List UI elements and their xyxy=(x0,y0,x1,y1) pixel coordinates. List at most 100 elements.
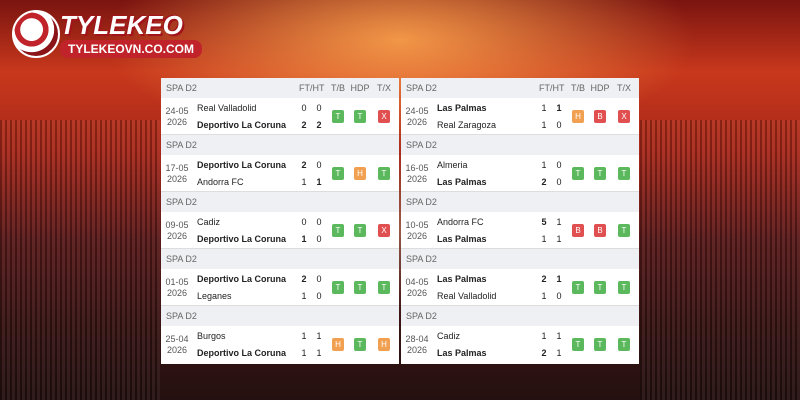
match-date: 16-05 xyxy=(405,163,429,173)
score-ft: 1 xyxy=(301,177,307,187)
match-date: 25-04 xyxy=(165,334,189,344)
result-badge: H xyxy=(378,338,390,351)
result-badge: T xyxy=(594,167,606,180)
result-badge: T xyxy=(332,224,344,237)
team-name: Real Zaragoza xyxy=(437,120,497,130)
result-badge: T xyxy=(378,167,390,180)
match-date: 09-05 xyxy=(165,220,189,230)
result-badge: H xyxy=(354,167,366,180)
logo-ball xyxy=(12,10,60,58)
score-ht: 1 xyxy=(316,331,322,341)
match-date: 10-05 xyxy=(405,220,429,230)
result-badge: T xyxy=(332,110,344,123)
score-ht: 1 xyxy=(556,348,562,358)
score-ht: 0 xyxy=(316,160,322,170)
league-row: SPA D2 xyxy=(401,306,639,326)
score-ft: 1 xyxy=(301,291,307,301)
score-ft: 1 xyxy=(301,234,307,244)
results-table: SPA D2 FT/HT T/B HDP T/X 24-05 2026 Las Palmas 1… xyxy=(401,78,639,364)
match-year: 2026 xyxy=(166,288,188,298)
team-name: Burgos xyxy=(197,331,226,341)
results-table: SPA D2 FT/HT T/B HDP T/X 24-05 2026 Real Vallad… xyxy=(161,78,399,364)
score-ht: 0 xyxy=(316,291,322,301)
team-name: Cadiz xyxy=(437,331,461,341)
divider xyxy=(161,191,399,192)
team-name: Cadiz xyxy=(197,217,221,227)
score-ft: 5 xyxy=(541,217,547,227)
match-date: 17-05 xyxy=(165,163,189,173)
score-ht: 1 xyxy=(316,348,322,358)
league-row: SPA D2 FT/HT T/B HDP T/X xyxy=(161,78,399,98)
score-ht: 0 xyxy=(556,177,562,187)
result-badge: T xyxy=(354,338,366,351)
result-badge: X xyxy=(378,110,390,123)
column-header: T/X xyxy=(616,83,631,93)
score-ft: 0 xyxy=(301,217,307,227)
team-name: Deportivo La Coruna xyxy=(197,120,287,130)
column-header: FT/HT xyxy=(539,83,565,93)
league-name: SPA D2 xyxy=(406,83,437,93)
team-name: Las Palmas xyxy=(437,103,487,113)
divider xyxy=(401,305,639,306)
result-badge: T xyxy=(618,281,630,294)
team-name: Deportivo La Coruna xyxy=(197,160,287,170)
divider xyxy=(401,248,639,249)
score-ft: 1 xyxy=(301,348,307,358)
team-name: Las Palmas xyxy=(437,274,487,284)
score-ft: 1 xyxy=(541,234,547,244)
column-header: T/X xyxy=(376,83,391,93)
league-row: SPA D2 xyxy=(161,306,399,326)
match-year: 2026 xyxy=(406,117,428,127)
score-ft: 2 xyxy=(541,177,547,187)
result-badge: T xyxy=(378,281,390,294)
team-name: Andorra FC xyxy=(437,217,484,227)
result-badge: B xyxy=(594,224,606,237)
team-name: Real Valladolid xyxy=(197,103,257,113)
score-ft: 1 xyxy=(301,331,307,341)
score-ht: 1 xyxy=(556,274,562,284)
match-date: 28-04 xyxy=(405,334,429,344)
score-ht: 0 xyxy=(316,274,322,284)
column-header: T/B xyxy=(570,83,585,93)
match-year: 2026 xyxy=(406,174,428,184)
match-year: 2026 xyxy=(406,231,428,241)
result-badge: T xyxy=(332,281,344,294)
league-row: SPA D2 xyxy=(401,192,639,212)
result-badge: B xyxy=(594,110,606,123)
score-ht: 2 xyxy=(316,120,322,130)
score-ft: 2 xyxy=(541,348,547,358)
league-name: SPA D2 xyxy=(166,254,197,264)
league-name: SPA D2 xyxy=(166,311,197,321)
divider xyxy=(161,134,399,135)
score-ht: 0 xyxy=(316,234,322,244)
divider xyxy=(161,248,399,249)
result-badge: T xyxy=(618,167,630,180)
logo-site: TYLEKEOVN.CO.COM xyxy=(60,40,203,58)
column-header: FT/HT xyxy=(299,83,325,93)
score-ft: 2 xyxy=(301,274,307,284)
league-name: SPA D2 xyxy=(406,197,437,207)
result-badge: T xyxy=(354,110,366,123)
match-year: 2026 xyxy=(166,345,188,355)
column-header: T/B xyxy=(330,83,345,93)
result-badge: T xyxy=(594,281,606,294)
result-badge: T xyxy=(572,338,584,351)
league-name: SPA D2 xyxy=(166,140,197,150)
result-badge: T xyxy=(332,167,344,180)
result-badge: B xyxy=(572,224,584,237)
score-ft: 1 xyxy=(541,331,547,341)
score-ht: 0 xyxy=(556,160,562,170)
stand-right xyxy=(640,120,800,400)
league-name: SPA D2 xyxy=(166,83,197,93)
match-date: 04-05 xyxy=(405,277,429,287)
team-name: Deportivo La Coruna xyxy=(197,348,287,358)
league-row: SPA D2 xyxy=(401,135,639,155)
stand-left xyxy=(0,120,160,400)
result-badge: X xyxy=(618,110,630,123)
result-badge: T xyxy=(354,281,366,294)
column-header: HDP xyxy=(350,83,370,93)
score-ht: 0 xyxy=(316,217,322,227)
score-ft: 2 xyxy=(301,120,307,130)
score-ht: 1 xyxy=(316,177,322,187)
